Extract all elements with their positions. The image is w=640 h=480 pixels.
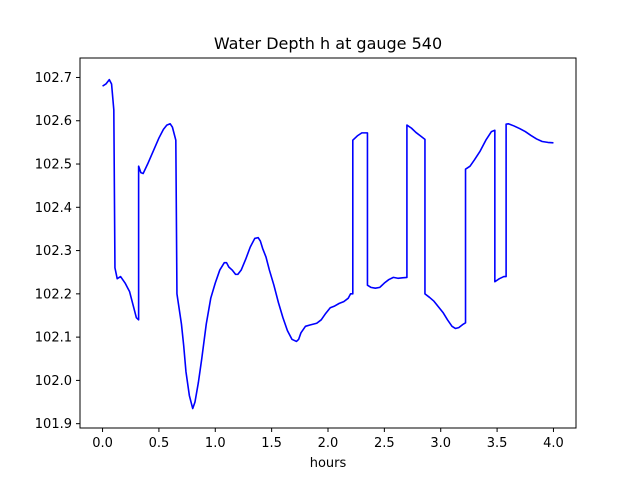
x-tick-label: 3.0 <box>430 436 451 451</box>
y-tick-label: 102.0 <box>35 374 72 389</box>
y-tick-label: 102.4 <box>35 201 72 216</box>
x-tick-label: 3.5 <box>487 436 508 451</box>
x-tick-label: 4.0 <box>543 436 564 451</box>
x-axis-label: hours <box>310 456 347 471</box>
chart-title: Water Depth h at gauge 540 <box>214 34 442 53</box>
y-tick-label: 102.6 <box>35 114 72 129</box>
x-tick-label: 2.5 <box>374 436 395 451</box>
y-tick-label: 102.2 <box>35 287 72 302</box>
y-tick-label: 102.7 <box>35 71 72 86</box>
series-layer <box>102 78 554 410</box>
y-tick-label: 102.3 <box>35 244 72 259</box>
y-tick-label: 101.9 <box>35 417 72 432</box>
y-axis-ticks: 101.9 102.0 102.1 102.2 102.3 102.4 102.5 102.6… <box>35 71 80 432</box>
x-tick-label: 1.5 <box>261 436 282 451</box>
y-tick-label: 102.1 <box>35 331 72 346</box>
y-tick-label: 102.5 <box>35 158 72 173</box>
x-tick-label: 1.0 <box>205 436 226 451</box>
x-axis-ticks: 0.0 0.5 1.0 1.5 2.0 2.5 3.0 3.5 4.0 <box>92 428 564 451</box>
x-tick-label: 0.0 <box>92 436 113 451</box>
plot-area-frame <box>79 57 577 429</box>
x-tick-label: 0.5 <box>149 436 170 451</box>
x-tick-label: 2.0 <box>318 436 339 451</box>
water-depth-series-line <box>102 78 554 410</box>
